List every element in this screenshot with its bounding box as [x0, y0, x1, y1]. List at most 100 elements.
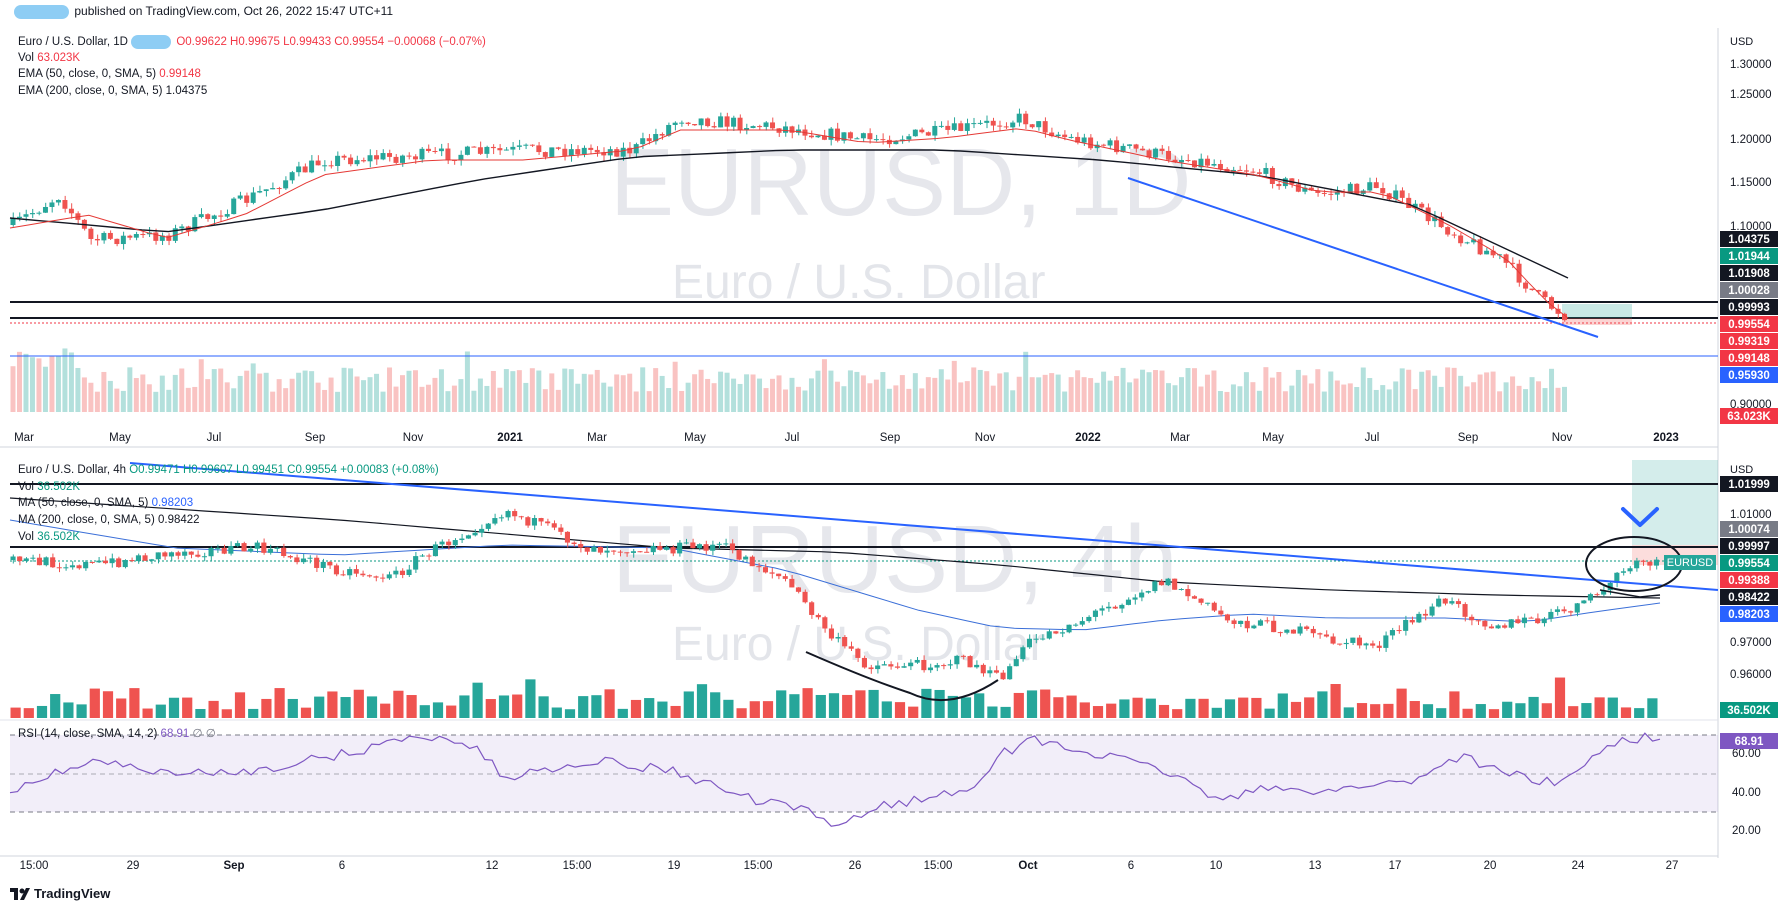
legend-ma50-4h[interactable]: MA (50, close, 0, SMA, 5) 0.98203: [18, 497, 193, 509]
candle-body: [947, 664, 953, 666]
candle-body: [1393, 190, 1399, 200]
price-tick: 1.15000: [1730, 177, 1772, 189]
candle-body: [205, 214, 211, 219]
legend-rsi[interactable]: RSI (14, close, SMA, 14, 2) 68.91 ∅ ∅: [18, 726, 216, 740]
candle-body: [283, 180, 289, 189]
volume-bar: [1317, 691, 1328, 718]
volume-bar: [503, 369, 509, 412]
candle-body: [1475, 620, 1481, 622]
long-position-target-zone-4h[interactable]: [1632, 460, 1718, 545]
cup-drawing[interactable]: [805, 651, 999, 702]
candle-body: [399, 570, 405, 576]
legend-symbol-1d[interactable]: Euro / U.S. Dollar, 1D O0.99622 H0.99675…: [18, 35, 486, 49]
volume-bar: [302, 370, 308, 412]
chevron-down-icon[interactable]: [1621, 507, 1659, 527]
candle-body: [604, 550, 610, 553]
volume-bar: [315, 382, 321, 412]
time-label: 2022: [1075, 432, 1101, 444]
price-axis-4h[interactable]: USD 1.01000 0.97000 0.96000 1.01999 1.00074 0.…: [1720, 464, 1778, 718]
candle-body: [860, 133, 866, 139]
volume-bar: [1191, 368, 1197, 412]
candle-body: [1081, 137, 1087, 143]
candle-body: [690, 542, 696, 549]
candle-body: [718, 116, 724, 128]
candle-body: [254, 542, 260, 549]
legend-ema50-1d[interactable]: EMA (50, close, 0, SMA, 5) 0.99148: [18, 68, 201, 80]
legend-ma200-4h[interactable]: MA (200, close, 0, SMA, 5) 0.98422: [18, 514, 200, 526]
candle-body: [1614, 572, 1620, 583]
price-axis-rsi[interactable]: 60.00 40.00 20.00 68.91: [1720, 733, 1778, 837]
volume-bar: [1127, 382, 1133, 412]
volume-bar: [155, 704, 166, 718]
candle-body: [492, 518, 498, 524]
candle-body: [828, 128, 834, 140]
candle-body: [1191, 160, 1197, 168]
price-label-bg: [1720, 408, 1778, 424]
volume-bar: [762, 701, 774, 718]
volume-bar: [263, 372, 269, 412]
volume-bar: [737, 383, 743, 412]
legend-ema200-1d[interactable]: EMA (200, close, 0, SMA, 5) 1.04375: [18, 85, 207, 97]
volume-bar: [471, 390, 477, 412]
volume-bar: [1237, 386, 1243, 412]
candle-body: [644, 551, 650, 553]
candle-body: [107, 232, 113, 239]
volume-bar: [270, 391, 276, 412]
volume-bar: [472, 682, 483, 718]
time-label: 20: [1484, 860, 1497, 872]
candle-body: [1542, 291, 1548, 298]
volume-bar: [63, 702, 74, 718]
time-label: Mar: [14, 432, 34, 444]
trendline-1d[interactable]: [1127, 177, 1599, 338]
legend-vol-1d[interactable]: Vol 63.023K: [18, 52, 80, 64]
candle-body: [69, 565, 75, 568]
volume-bar: [653, 368, 659, 412]
candle-body: [763, 122, 769, 127]
candle-body: [267, 548, 273, 553]
candle-body: [1059, 632, 1065, 634]
volume-bar: [1282, 391, 1288, 412]
volume-bar: [353, 689, 364, 718]
candle-body: [322, 165, 328, 167]
volume-bar: [808, 378, 814, 412]
arrow-drawing[interactable]: [1599, 589, 1661, 598]
tradingview-logo: [10, 888, 30, 900]
volume-bar: [964, 381, 970, 412]
time-label: 2021: [497, 432, 523, 444]
candle-body: [880, 139, 886, 141]
candle-body: [679, 122, 685, 124]
volume-bar: [140, 374, 146, 412]
price-label: 1.01944: [1728, 251, 1770, 263]
candle-body: [951, 123, 957, 130]
legend-vol-4h[interactable]: Vol 36.502K: [18, 481, 80, 493]
volume-bar: [283, 388, 289, 412]
candle-body: [114, 238, 120, 245]
volume-bar: [925, 377, 931, 412]
volume-bar: [1330, 684, 1341, 718]
candle-body: [1482, 620, 1488, 627]
candle-body: [808, 135, 814, 138]
candle-body: [263, 189, 269, 192]
legend-vol2-4h[interactable]: Vol 36.502K: [18, 531, 80, 543]
volume-bar: [821, 359, 827, 412]
volume-bars-1d: [10, 348, 1567, 412]
time-label: Nov: [403, 432, 424, 444]
legend-symbol-4h[interactable]: Euro / U.S. Dollar, 4h O0.99471 H0.99607…: [18, 464, 439, 476]
candle-body: [1528, 617, 1534, 619]
candle-body: [1383, 635, 1389, 648]
symbol-tag-label: EURUSD: [1667, 557, 1714, 569]
volume-bar: [425, 384, 431, 412]
volume-bar: [906, 388, 912, 412]
candle-body: [529, 144, 535, 146]
long-position-target-zone[interactable]: [1562, 304, 1632, 318]
candle-body: [783, 126, 788, 133]
long-position-stop-zone[interactable]: [1562, 318, 1632, 325]
trendline-4h[interactable]: [129, 462, 1719, 591]
candle-body: [945, 125, 951, 130]
candle-body: [1094, 144, 1100, 149]
price-axis-1d[interactable]: USD 1.30000 1.25000 1.20000 1.15000 1.10000 0.…: [1720, 36, 1778, 424]
price-tick: 1.30000: [1730, 59, 1772, 71]
candle-body: [201, 556, 207, 558]
candle-body: [802, 591, 808, 603]
candle-body: [360, 573, 366, 576]
